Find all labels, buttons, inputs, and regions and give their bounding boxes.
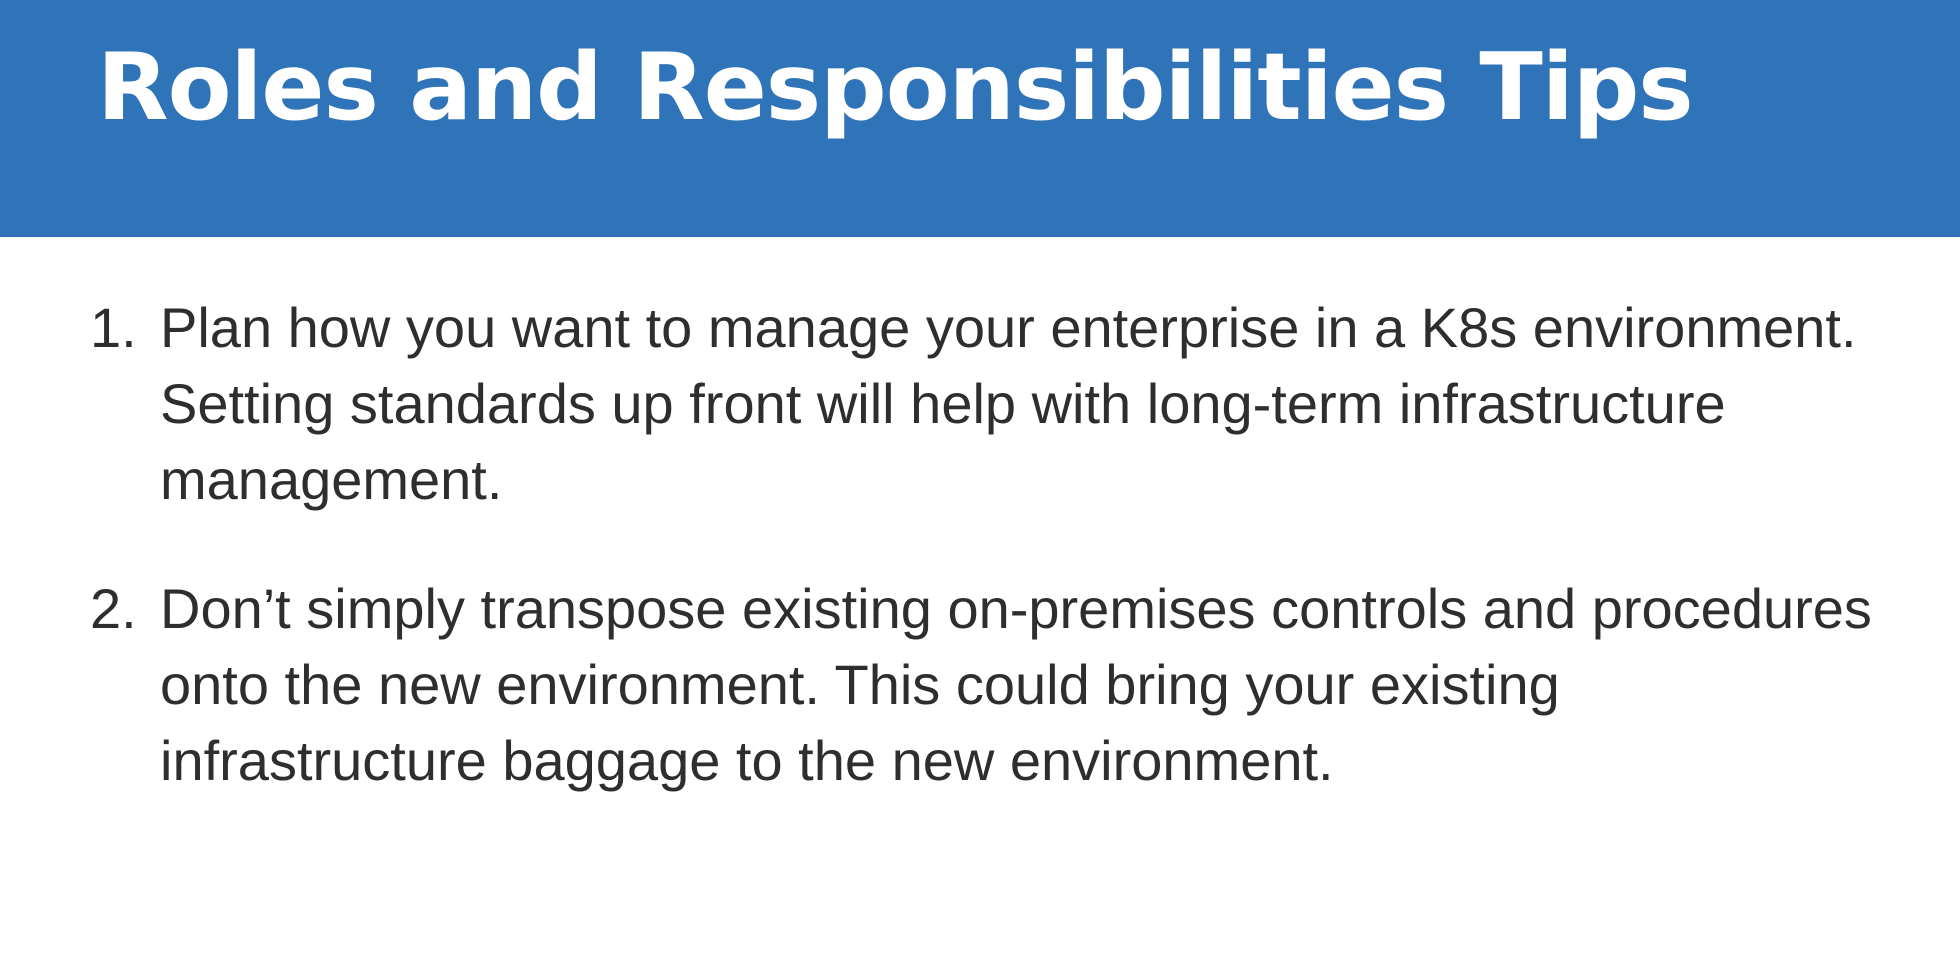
tip-text: Don’t simply transpose existing on-premi… xyxy=(160,577,1872,792)
list-item: 1. Plan how you want to manage your ente… xyxy=(90,290,1890,518)
slide-title: Roles and Responsibilities Tips xyxy=(97,33,1694,141)
tip-number: 2. xyxy=(90,577,137,640)
title-banner: Roles and Responsibilities Tips xyxy=(0,0,1960,237)
list-item: 2. Don’t simply transpose existing on-pr… xyxy=(90,571,1890,799)
tips-list: 1. Plan how you want to manage your ente… xyxy=(90,290,1890,852)
tip-number: 1. xyxy=(90,296,137,359)
tip-text: Plan how you want to manage your enterpr… xyxy=(160,296,1857,511)
